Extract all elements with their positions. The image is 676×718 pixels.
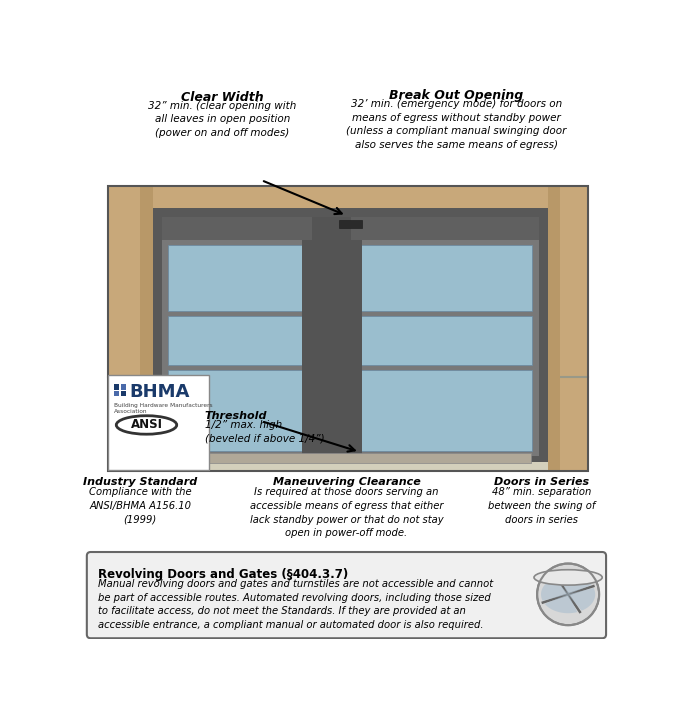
Bar [107, 375, 208, 470]
Bar [358, 370, 533, 451]
Bar [162, 367, 539, 456]
Bar [107, 448, 588, 471]
Text: BHMA: BHMA [129, 383, 190, 401]
Bar [168, 245, 306, 311]
Bar [153, 208, 548, 462]
Bar [107, 186, 153, 471]
Bar [162, 217, 539, 240]
Polygon shape [541, 578, 568, 601]
Text: Is required at those doors serving an
accessible means of egress that either
lac: Is required at those doors serving an ac… [249, 488, 443, 538]
Bar [121, 391, 126, 396]
Text: 32” min. (clear opening with
all leaves in open position
(power on and off modes: 32” min. (clear opening with all leaves … [148, 101, 297, 138]
Text: 32’ min. (emergency mode) for doors on
means of egress without standby power
(un: 32’ min. (emergency mode) for doors on m… [346, 99, 566, 150]
FancyBboxPatch shape [87, 552, 606, 638]
Bar [358, 245, 533, 311]
Bar [312, 217, 351, 456]
Bar [107, 417, 588, 471]
Bar [107, 186, 588, 471]
Bar [114, 391, 120, 396]
Bar [114, 384, 120, 390]
Text: Building Hardware Manufacturers
Association: Building Hardware Manufacturers Associat… [114, 403, 212, 414]
Bar [162, 217, 539, 456]
Bar [301, 240, 312, 456]
Text: Clear Width: Clear Width [181, 90, 264, 104]
Bar [548, 186, 560, 471]
Text: 1/2” max. high
(beveled if above 1/4”): 1/2” max. high (beveled if above 1/4”) [205, 420, 324, 444]
Text: Break Out Opening: Break Out Opening [389, 89, 524, 102]
Text: 48” min. separation
between the swing of
doors in series: 48” min. separation between the swing of… [488, 488, 596, 525]
Polygon shape [545, 595, 577, 613]
Bar [162, 240, 312, 456]
Ellipse shape [534, 569, 602, 585]
Text: Industry Standard: Industry Standard [83, 477, 197, 488]
Bar [121, 384, 126, 390]
Ellipse shape [116, 416, 176, 434]
Bar [351, 240, 539, 456]
Polygon shape [568, 588, 595, 611]
Text: Compliance with the
ANSI/BHMA A156.10
(1999): Compliance with the ANSI/BHMA A156.10 (1… [89, 488, 191, 525]
Text: Threshold: Threshold [205, 411, 267, 421]
Bar [358, 316, 533, 365]
Text: Doors in Series: Doors in Series [494, 477, 589, 488]
Text: Maneuvering Clearance: Maneuvering Clearance [272, 477, 420, 488]
Circle shape [537, 564, 599, 625]
Bar [107, 186, 588, 471]
Text: ANSI: ANSI [130, 419, 162, 432]
Text: Manual revolving doors and gates and turnstiles are not accessible and cannot
be: Manual revolving doors and gates and tur… [99, 579, 493, 630]
Bar [168, 316, 306, 365]
Text: Revolving Doors and Gates (§404.3.7): Revolving Doors and Gates (§404.3.7) [99, 568, 349, 581]
Bar [141, 186, 153, 471]
Bar [339, 220, 362, 228]
Bar [548, 186, 588, 471]
Bar [168, 370, 306, 451]
Bar [351, 240, 362, 456]
Bar [170, 452, 531, 463]
Polygon shape [559, 576, 592, 595]
